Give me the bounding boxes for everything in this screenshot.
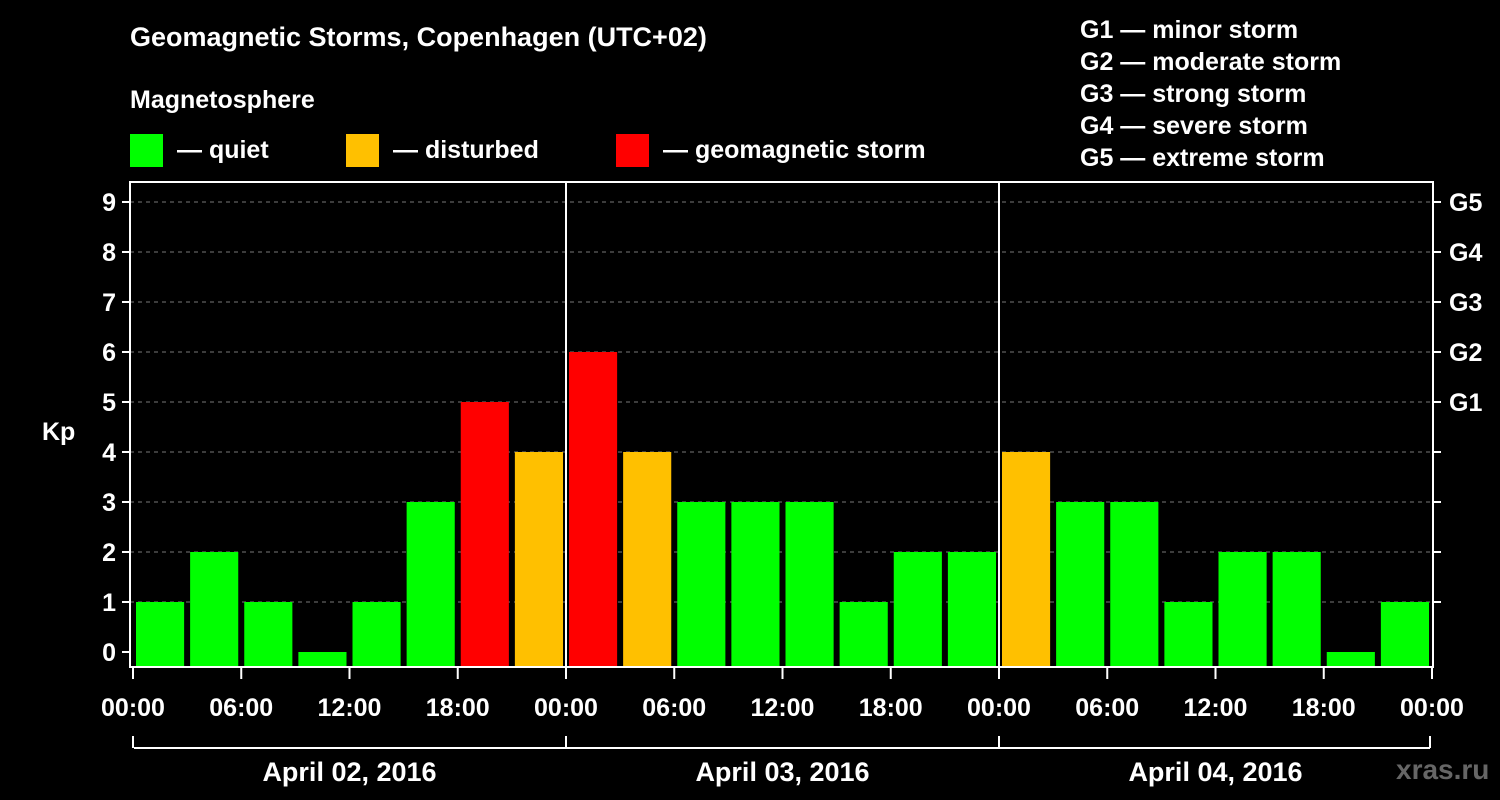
day-label: April 03, 2016 <box>695 757 869 787</box>
kp-bar <box>244 602 293 667</box>
x-tick-label: 06:00 <box>1075 694 1139 722</box>
kp-bar <box>298 652 347 667</box>
y-tick-label: 9 <box>102 189 116 217</box>
legend-swatch-storm <box>616 134 649 167</box>
kp-bar <box>190 552 239 667</box>
watermark: xras.ru <box>1396 754 1490 785</box>
x-tick-label: 00:00 <box>101 694 165 722</box>
legend-swatch-disturbed <box>346 134 379 167</box>
kp-bar <box>1218 552 1267 667</box>
x-tick-label: 12:00 <box>751 694 815 722</box>
kp-bar <box>406 502 455 667</box>
storm-scale-g1: G1 — minor storm <box>1080 16 1299 44</box>
kp-bar <box>623 452 672 667</box>
kp-bar <box>731 502 780 667</box>
kp-bar <box>893 552 942 667</box>
x-tick-label: 18:00 <box>859 694 923 722</box>
kp-bar <box>677 502 726 667</box>
storm-scale-g4: G4 — severe storm <box>1080 112 1308 140</box>
y-tick-label: 3 <box>102 489 116 517</box>
chart-title: Geomagnetic Storms, Copenhagen (UTC+02) <box>130 22 707 52</box>
storm-scale-g3: G3 — strong storm <box>1080 80 1307 108</box>
x-tick-label: 12:00 <box>318 694 382 722</box>
y-tick-label: 7 <box>102 289 116 317</box>
legend-swatch-quiet <box>130 134 163 167</box>
x-tick-label: 18:00 <box>426 694 490 722</box>
kp-bar <box>1164 602 1213 667</box>
storm-scale-legend: G1 — minor storm G2 — moderate storm G3 … <box>1080 14 1341 174</box>
kp-bar <box>785 502 834 667</box>
kp-bar <box>1110 502 1159 667</box>
y-tick-label: 2 <box>102 539 116 567</box>
y-tick-label: 0 <box>102 639 116 667</box>
y-axis-label: Kp <box>42 418 75 446</box>
x-tick-label: 00:00 <box>1400 694 1464 722</box>
kp-bar <box>569 352 618 667</box>
g-scale-label: G2 <box>1449 339 1482 367</box>
kp-bar <box>1272 552 1321 667</box>
kp-bar <box>460 402 509 667</box>
legend-subtitle: Magnetosphere <box>130 86 315 114</box>
storm-scale-g5: G5 — extreme storm <box>1080 144 1325 172</box>
kp-bar <box>947 552 996 667</box>
x-tick-label: 06:00 <box>209 694 273 722</box>
y-tick-label: 5 <box>102 389 116 417</box>
kp-bar <box>136 602 185 667</box>
g-scale-label: G4 <box>1449 239 1482 267</box>
y-tick-label: 4 <box>102 439 116 467</box>
legend-label-disturbed: — disturbed <box>393 136 539 164</box>
x-tick-label: 00:00 <box>967 694 1031 722</box>
g-scale-label: G1 <box>1449 389 1482 417</box>
day-label: April 04, 2016 <box>1128 757 1302 787</box>
legend-quiet: — quiet <box>130 134 269 167</box>
kp-bar <box>1056 502 1105 667</box>
legend-storm: — geomagnetic storm <box>616 134 926 167</box>
g-scale-label: G5 <box>1449 189 1482 217</box>
legend-label-quiet: — quiet <box>177 136 269 164</box>
x-tick-label: 18:00 <box>1292 694 1356 722</box>
kp-bar <box>839 602 888 667</box>
legend-disturbed: — disturbed <box>346 134 539 167</box>
day-label: April 02, 2016 <box>262 757 436 787</box>
kp-bar <box>352 602 401 667</box>
legend-label-storm: — geomagnetic storm <box>663 136 926 164</box>
y-tick-label: 1 <box>102 589 116 617</box>
y-tick-label: 8 <box>102 239 116 267</box>
kp-bar <box>1002 452 1051 667</box>
kp-bar <box>514 452 563 667</box>
kp-bar <box>1380 602 1429 667</box>
storm-scale-g2: G2 — moderate storm <box>1080 48 1342 76</box>
x-tick-label: 06:00 <box>642 694 706 722</box>
x-tick-label: 00:00 <box>534 694 598 722</box>
kp-bar <box>1326 652 1375 667</box>
g-scale-label: G3 <box>1449 289 1482 317</box>
x-tick-label: 12:00 <box>1184 694 1248 722</box>
y-tick-label: 6 <box>102 339 116 367</box>
